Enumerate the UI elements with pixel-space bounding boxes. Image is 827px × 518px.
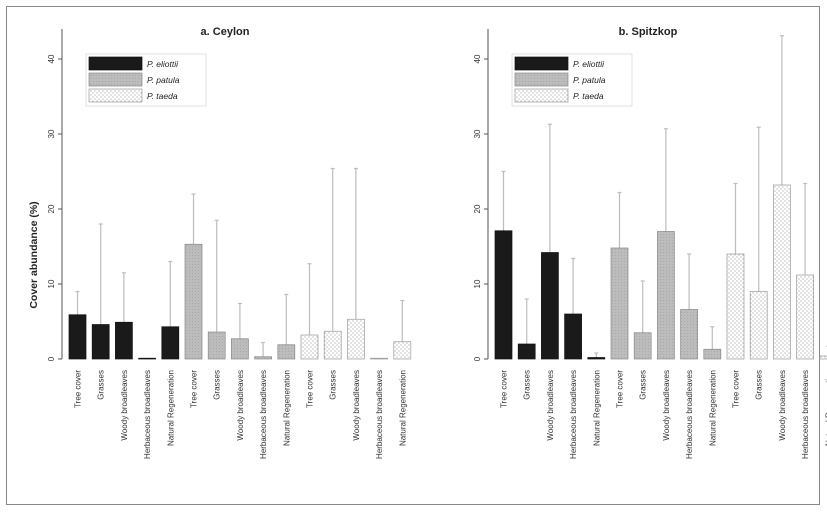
legend-swatch: [514, 72, 569, 87]
x-tick-label: Tree cover: [500, 370, 509, 408]
x-tick-label: Tree cover: [74, 370, 83, 408]
x-tick-label: Natural Regeneration: [592, 370, 601, 446]
bar: [323, 330, 342, 360]
legend-label: P. eliottii: [573, 59, 605, 69]
bar: [207, 331, 226, 360]
x-tick-label: Herbaceous broadleaves: [685, 370, 694, 459]
x-tick-label: Natural Regeneration: [824, 370, 827, 446]
legend-label: P. eliottii: [147, 59, 179, 69]
y-axis-label: Cover abundance (%): [28, 201, 40, 308]
bar: [610, 247, 629, 360]
bar: [231, 338, 249, 360]
x-tick-label: Grasses: [329, 370, 338, 400]
bar: [564, 313, 582, 360]
y-tick-label: 10: [47, 279, 56, 288]
legend-label: P. patula: [573, 75, 606, 85]
bar: [161, 326, 180, 360]
bar: [115, 321, 133, 360]
bar: [703, 348, 722, 360]
x-tick-label: Herbaceous broadleaves: [375, 370, 384, 459]
chart-panel-1: a. Ceylon 0 10 20 30 40 Tree cover Grasses Woody…: [47, 26, 412, 459]
panel-title: b. Spitzkop: [619, 26, 678, 38]
bar: [633, 332, 652, 360]
x-tick-label: Grasses: [755, 370, 764, 400]
x-tick-label: Herbaceous broadleaves: [259, 370, 268, 459]
bar: [277, 344, 296, 360]
x-tick-label: Woody broadleaves: [352, 370, 361, 441]
x-tick-label: Tree cover: [306, 370, 315, 408]
bar: [657, 231, 675, 360]
x-tick-label: Woody broadleaves: [120, 370, 129, 441]
x-tick-label: Tree cover: [732, 370, 741, 408]
bar: [680, 309, 698, 360]
bar: [68, 314, 87, 360]
legend-swatch: [88, 72, 143, 87]
bar: [796, 274, 814, 360]
y-tick-label: 40: [473, 54, 482, 63]
bar: [370, 357, 388, 360]
legend-label: P. taeda: [573, 91, 604, 101]
x-tick-label: Natural Regeneration: [166, 370, 175, 446]
bar: [587, 357, 606, 360]
bar: [819, 355, 827, 360]
y-tick-label: 40: [47, 54, 56, 63]
bar: [393, 341, 412, 360]
x-tick-label: Grasses: [213, 370, 222, 400]
chart-panel-2: b. Spitzkop 0 10 20 30 40 Tree cover Grasses Woo…: [473, 26, 827, 459]
bar: [184, 243, 203, 360]
panel-title: a. Ceylon: [201, 26, 250, 38]
x-tick-label: Grasses: [523, 370, 532, 400]
y-tick-label: 0: [473, 356, 482, 361]
legend-swatch: [88, 88, 143, 103]
x-tick-label: Natural Regeneration: [282, 370, 291, 446]
legend-swatch: [88, 56, 143, 71]
bar: [138, 357, 156, 360]
x-tick-label: Tree cover: [190, 370, 199, 408]
x-tick-label: Grasses: [97, 370, 106, 400]
bar: [541, 252, 559, 360]
x-tick-label: Grasses: [639, 370, 648, 400]
bar: [749, 291, 768, 360]
y-tick-label: 30: [47, 129, 56, 138]
bar: [300, 334, 319, 360]
x-tick-label: Woody broadleaves: [778, 370, 787, 441]
bar: [91, 324, 110, 360]
x-tick-label: Tree cover: [616, 370, 625, 408]
bar: [254, 356, 272, 360]
legend-label: P. taeda: [147, 91, 178, 101]
y-tick-label: 10: [473, 279, 482, 288]
x-tick-label: Natural Regeneration: [398, 370, 407, 446]
figure-border: [6, 6, 820, 505]
bar: [347, 318, 365, 360]
legend-swatch: [514, 56, 569, 71]
bar: [494, 230, 513, 360]
x-tick-label: Woody broadleaves: [662, 370, 671, 441]
x-tick-label: Herbaceous broadleaves: [143, 370, 152, 459]
bar: [517, 343, 536, 360]
x-tick-label: Herbaceous broadleaves: [569, 370, 578, 459]
y-tick-label: 20: [47, 204, 56, 213]
bar: [726, 253, 745, 360]
x-tick-label: Woody broadleaves: [546, 370, 555, 441]
legend-swatch: [514, 88, 569, 103]
legend-label: P. patula: [147, 75, 180, 85]
x-tick-label: Woody broadleaves: [236, 370, 245, 441]
x-tick-label: Herbaceous broadleaves: [801, 370, 810, 459]
bar: [773, 184, 791, 360]
y-tick-label: 30: [473, 129, 482, 138]
y-tick-label: 20: [473, 204, 482, 213]
y-tick-label: 0: [47, 356, 56, 361]
x-tick-label: Natural Regeneration: [708, 370, 717, 446]
